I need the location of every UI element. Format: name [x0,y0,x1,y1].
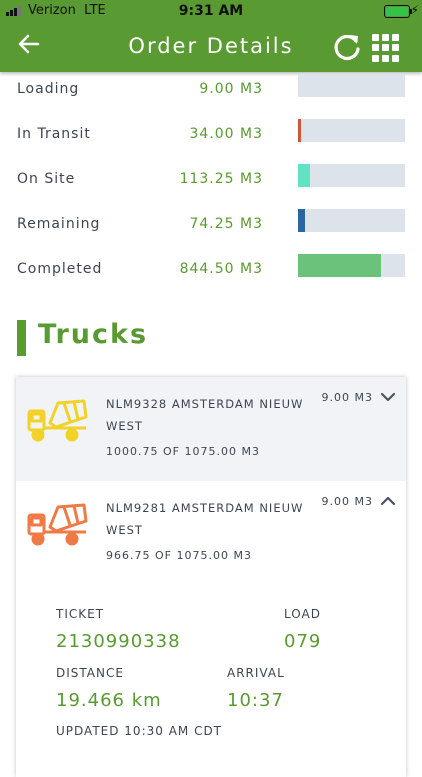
status-row-loading: Loading 9.00 M3 [0,74,422,121]
truck-quantity: 966.75 OF 1075.00 M3 [106,549,252,562]
distance-label: DISTANCE [56,666,124,680]
nav-bar: Order Details [0,22,422,72]
progress-bar [298,74,405,97]
truck-item[interactable]: NLM9281 AMSTERDAM NIEUW WEST 966.75 OF 1… [16,481,406,591]
progress-fill [298,164,310,187]
progress-bar [298,254,405,277]
status-row-in-transit: In Transit 34.00 M3 [0,119,422,166]
load-value: 079 [284,631,322,652]
ticket-label: TICKET [56,607,105,621]
progress-fill [298,209,306,232]
truck-quantity: 1000.75 OF 1075.00 M3 [106,445,260,458]
status-label: In Transit [17,126,91,142]
trucks-heading: Trucks [38,319,149,350]
truck-item[interactable]: NLM9328 AMSTERDAM NIEUW WEST 1000.75 OF … [16,377,406,481]
arrow-left-icon [18,34,40,54]
chevron-up-icon[interactable] [380,493,396,509]
battery-icon [384,5,412,18]
arrival-label: ARRIVAL [227,666,285,680]
truck-load: 9.00 M3 [321,495,373,508]
status-value: 844.50 M3 [179,261,263,277]
status-row-remaining: Remaining 74.25 M3 [0,209,422,256]
updated-timestamp: UPDATED 10:30 AM CDT [56,724,223,738]
signal-icon [6,6,21,16]
status-time: 9:31 AM [178,3,244,19]
truck-name: NLM9281 AMSTERDAM NIEUW WEST [106,501,304,537]
progress-bar [298,164,405,187]
grid-menu-button[interactable] [372,34,400,62]
status-label: Completed [17,261,103,277]
truck-name: NLM9328 AMSTERDAM NIEUW WEST [106,397,304,433]
status-row-completed: Completed 844.50 M3 [0,254,422,301]
progress-fill [298,119,302,142]
status-label: On Site [17,171,76,187]
carrier-label: Verizon LTE [28,3,106,18]
status-value: 74.25 M3 [189,216,263,232]
progress-bar [298,119,405,142]
ticket-value: 2130990338 [56,631,181,652]
back-button[interactable] [18,32,50,62]
load-label: LOAD [284,607,321,621]
status-row-on-site: On Site 113.25 M3 [0,164,422,211]
status-value: 34.00 M3 [189,126,263,142]
status-value: 9.00 M3 [199,81,263,97]
page-title: Order Details [128,34,294,58]
status-label: Loading [17,81,80,97]
truck-mixer-icon [27,503,88,546]
distance-value: 19.466 km [56,690,162,711]
progress-fill [298,254,382,277]
truck-mixer-icon [27,399,88,442]
status-label: Remaining [17,216,101,232]
arrival-value: 10:37 [227,690,284,711]
status-bar: Verizon LTE 9:31 AM ⚡ [0,0,422,22]
section-accent [17,320,26,356]
refresh-icon [334,34,360,61]
status-value: 113.25 M3 [179,171,263,187]
truck-load: 9.00 M3 [321,391,373,404]
refresh-button[interactable] [332,32,362,62]
charging-icon: ⚡ [410,3,419,17]
trucks-card: NLM9328 AMSTERDAM NIEUW WEST 1000.75 OF … [16,377,406,777]
app-header: Verizon LTE 9:31 AM ⚡ Order Details [0,0,422,72]
progress-bar [298,209,405,232]
chevron-down-icon[interactable] [380,389,396,405]
